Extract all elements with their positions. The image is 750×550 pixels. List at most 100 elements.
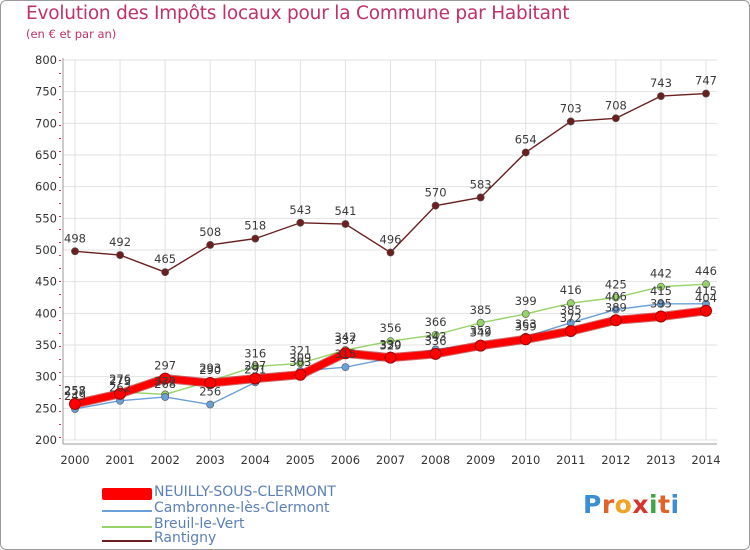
data-point [71,247,79,256]
data-label: 406 [605,290,627,304]
data-point [206,400,215,409]
data-label: 359 [515,319,537,333]
data-label: 385 [470,303,492,317]
x-tick-label: 2002 [151,453,180,467]
data-label: 336 [425,334,447,348]
data-point [702,89,710,98]
data-point [116,251,124,259]
data-label: 290 [199,363,221,377]
data-label: 518 [244,219,266,233]
x-tick-label: 2010 [511,453,540,467]
data-label: 256 [199,385,221,399]
logo-letter: o [614,490,633,519]
data-point [519,333,532,346]
data-label: 703 [560,101,582,115]
data-label: 291 [244,362,266,376]
chart-title: Evolution des Impôts locaux pour la Comm… [26,3,570,24]
data-label: 743 [650,76,672,90]
data-label: 415 [695,284,717,298]
y-tick-label: 350 [35,338,57,352]
data-label: 330 [380,338,402,352]
data-point [249,372,262,385]
data-label: 465 [154,252,176,266]
legend-swatch [102,526,152,528]
legend-label: Cambronne-lès-Clermont [154,500,330,516]
x-tick-label: 2005 [286,453,315,467]
x-tick-label: 2014 [691,453,720,467]
data-point [521,148,530,157]
x-tick-label: 2006 [331,453,360,467]
data-point [700,304,712,317]
data-label: 415 [650,284,672,298]
data-point [384,351,397,364]
data-point [159,372,172,385]
logo-letter: t [658,490,671,519]
data-label: 583 [470,177,492,191]
data-label: 747 [695,74,717,88]
data-label: 508 [199,225,221,239]
data-label: 272 [154,374,176,388]
data-label: 257 [64,384,86,398]
data-label: 498 [64,231,86,245]
data-point [161,393,170,401]
logo-letter: x [632,490,649,519]
data-point [657,299,665,308]
x-tick-label: 2003 [196,453,225,467]
y-tick-label: 200 [35,433,57,447]
data-label: 425 [605,278,627,292]
logo-letter: i [649,490,659,519]
y-tick-label: 250 [35,401,57,415]
y-tick-label: 450 [35,275,57,289]
x-tick-label: 2001 [105,453,134,467]
data-point [474,339,487,352]
data-point [611,114,620,123]
data-point [566,117,575,126]
data-label: 654 [515,132,537,146]
data-point [341,363,350,372]
data-point [476,193,485,202]
data-label: 315 [334,347,356,361]
x-tick-label: 2000 [60,453,89,467]
x-tick-label: 2013 [646,453,675,467]
y-tick-label: 650 [35,148,57,162]
chart-subtitle: (en € et par an) [26,27,117,41]
legend-label: Breuil-le-Vert [154,516,245,532]
x-tick-label: 2009 [466,453,495,467]
data-label: 276 [109,372,131,386]
data-label: 446 [695,264,717,278]
data-label: 342 [334,330,356,344]
y-tick-label: 750 [35,85,57,99]
data-label: 293 [199,361,221,375]
x-tick-label: 2011 [556,453,585,467]
data-label: 442 [650,267,672,281]
data-point [431,330,440,339]
legend-swatch [102,488,152,500]
data-label: 372 [560,311,582,325]
data-point [206,241,215,249]
data-point [386,248,395,257]
logo-letter: P [583,490,602,519]
data-label: 273 [109,374,131,388]
legend-swatch [102,510,152,512]
data-point [69,397,81,410]
data-label: 321 [289,343,311,357]
data-label: 366 [425,315,447,329]
data-label: 399 [515,294,537,308]
data-label: 297 [154,359,176,373]
data-point [429,347,442,360]
x-tick-label: 2008 [421,453,450,467]
data-point [431,201,440,210]
data-label: 349 [470,326,492,340]
data-point [654,310,667,323]
data-point [296,359,305,368]
data-point [294,368,307,381]
data-label: 570 [425,186,447,200]
data-point [161,268,170,277]
data-label: 416 [560,283,582,297]
data-label: 258 [64,383,86,397]
legend-label: NEUILLY-SOUS-CLERMONT [154,484,336,500]
data-label: 363 [515,317,537,331]
data-label: 389 [605,300,627,314]
x-tick-label: 2012 [601,453,630,467]
